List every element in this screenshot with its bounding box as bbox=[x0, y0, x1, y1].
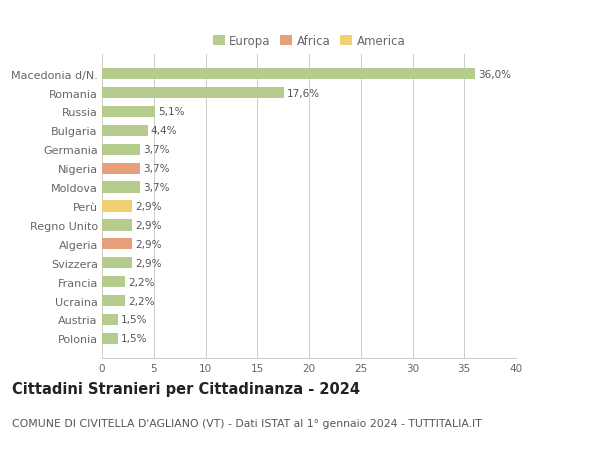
Text: 2,9%: 2,9% bbox=[135, 220, 161, 230]
Bar bbox=[102, 144, 140, 156]
Text: Cittadini Stranieri per Cittadinanza - 2024: Cittadini Stranieri per Cittadinanza - 2… bbox=[12, 381, 360, 396]
Text: 3,7%: 3,7% bbox=[143, 183, 170, 193]
Text: 2,9%: 2,9% bbox=[135, 239, 161, 249]
Bar bbox=[102, 239, 132, 250]
Text: 5,1%: 5,1% bbox=[158, 107, 184, 117]
Text: 2,2%: 2,2% bbox=[128, 296, 154, 306]
Text: 2,9%: 2,9% bbox=[135, 258, 161, 268]
Bar bbox=[102, 257, 132, 269]
Text: COMUNE DI CIVITELLA D'AGLIANO (VT) - Dati ISTAT al 1° gennaio 2024 - TUTTITALIA.: COMUNE DI CIVITELLA D'AGLIANO (VT) - Dat… bbox=[12, 418, 482, 428]
Bar bbox=[102, 106, 155, 118]
Bar bbox=[102, 295, 125, 307]
Text: 17,6%: 17,6% bbox=[287, 89, 320, 98]
Text: 2,2%: 2,2% bbox=[128, 277, 154, 287]
Text: 36,0%: 36,0% bbox=[478, 69, 511, 79]
Text: 3,7%: 3,7% bbox=[143, 164, 170, 174]
Bar bbox=[102, 125, 148, 137]
Bar bbox=[102, 163, 140, 174]
Bar bbox=[102, 220, 132, 231]
Bar bbox=[102, 314, 118, 325]
Bar bbox=[102, 201, 132, 212]
Text: 1,5%: 1,5% bbox=[121, 334, 147, 344]
Text: 2,9%: 2,9% bbox=[135, 202, 161, 212]
Legend: Europa, Africa, America: Europa, Africa, America bbox=[208, 31, 410, 53]
Text: 4,4%: 4,4% bbox=[151, 126, 177, 136]
Bar bbox=[102, 276, 125, 288]
Text: 3,7%: 3,7% bbox=[143, 145, 170, 155]
Bar bbox=[102, 182, 140, 193]
Bar bbox=[102, 69, 475, 80]
Bar bbox=[102, 88, 284, 99]
Text: 1,5%: 1,5% bbox=[121, 315, 147, 325]
Bar bbox=[102, 333, 118, 344]
